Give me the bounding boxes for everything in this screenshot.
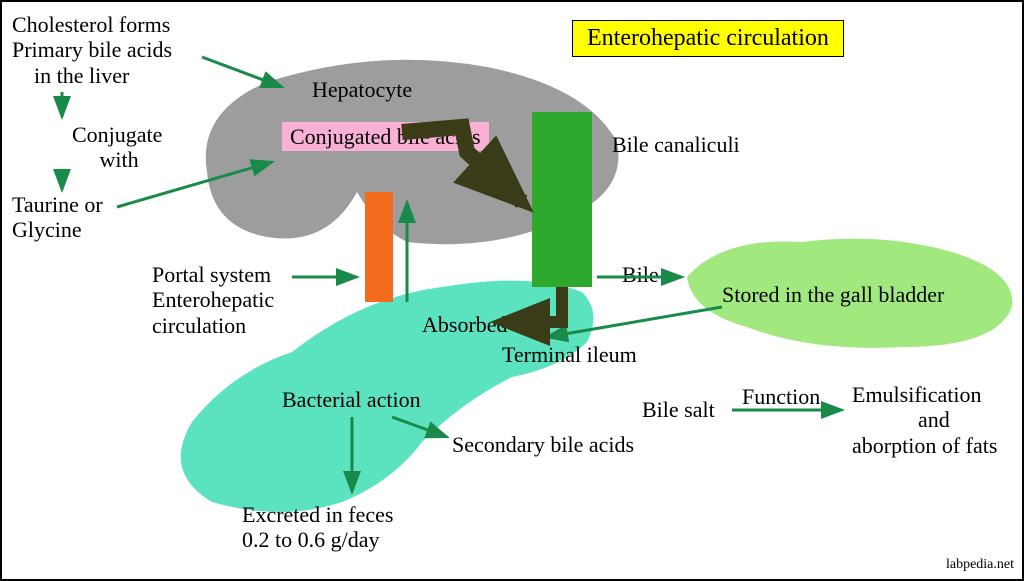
label-taurine: Taurine or Glycine bbox=[12, 192, 103, 243]
portal-vein-rect bbox=[365, 192, 393, 302]
label-bile: Bile bbox=[622, 262, 659, 287]
label-excreted: Excreted in feces 0.2 to 0.6 g/day bbox=[242, 502, 393, 553]
label-portal: Portal system Enterohepatic circulation bbox=[152, 262, 274, 338]
label-bile-salt: Bile salt bbox=[642, 397, 715, 422]
label-bacterial: Bacterial action bbox=[282, 387, 421, 412]
label-absorbed: Absorbed bbox=[422, 312, 508, 337]
label-conjugate-with: Conjugate with bbox=[72, 122, 162, 173]
label-secondary: Secondary bile acids bbox=[452, 432, 634, 457]
label-terminal: Terminal ileum bbox=[502, 342, 637, 367]
diagram-title: Enterohepatic circulation bbox=[572, 20, 844, 57]
source-attribution: labpedia.net bbox=[946, 557, 1014, 573]
conjugated-box: Conjugated bile acids bbox=[282, 122, 489, 151]
diagram-canvas: Enterohepatic circulation Conjugated bil… bbox=[0, 0, 1024, 581]
label-bile-canaliculi: Bile canaliculi bbox=[612, 132, 740, 157]
label-function: Function bbox=[742, 384, 820, 409]
label-cholesterol: Cholesterol forms Primary bile acids in … bbox=[12, 12, 172, 88]
canaliculi-rect bbox=[532, 112, 592, 287]
label-stored: Stored in the gall bladder bbox=[722, 282, 944, 307]
label-hepatocyte: Hepatocyte bbox=[312, 77, 412, 102]
label-emulsification: Emulsification and aborption of fats bbox=[852, 382, 997, 458]
